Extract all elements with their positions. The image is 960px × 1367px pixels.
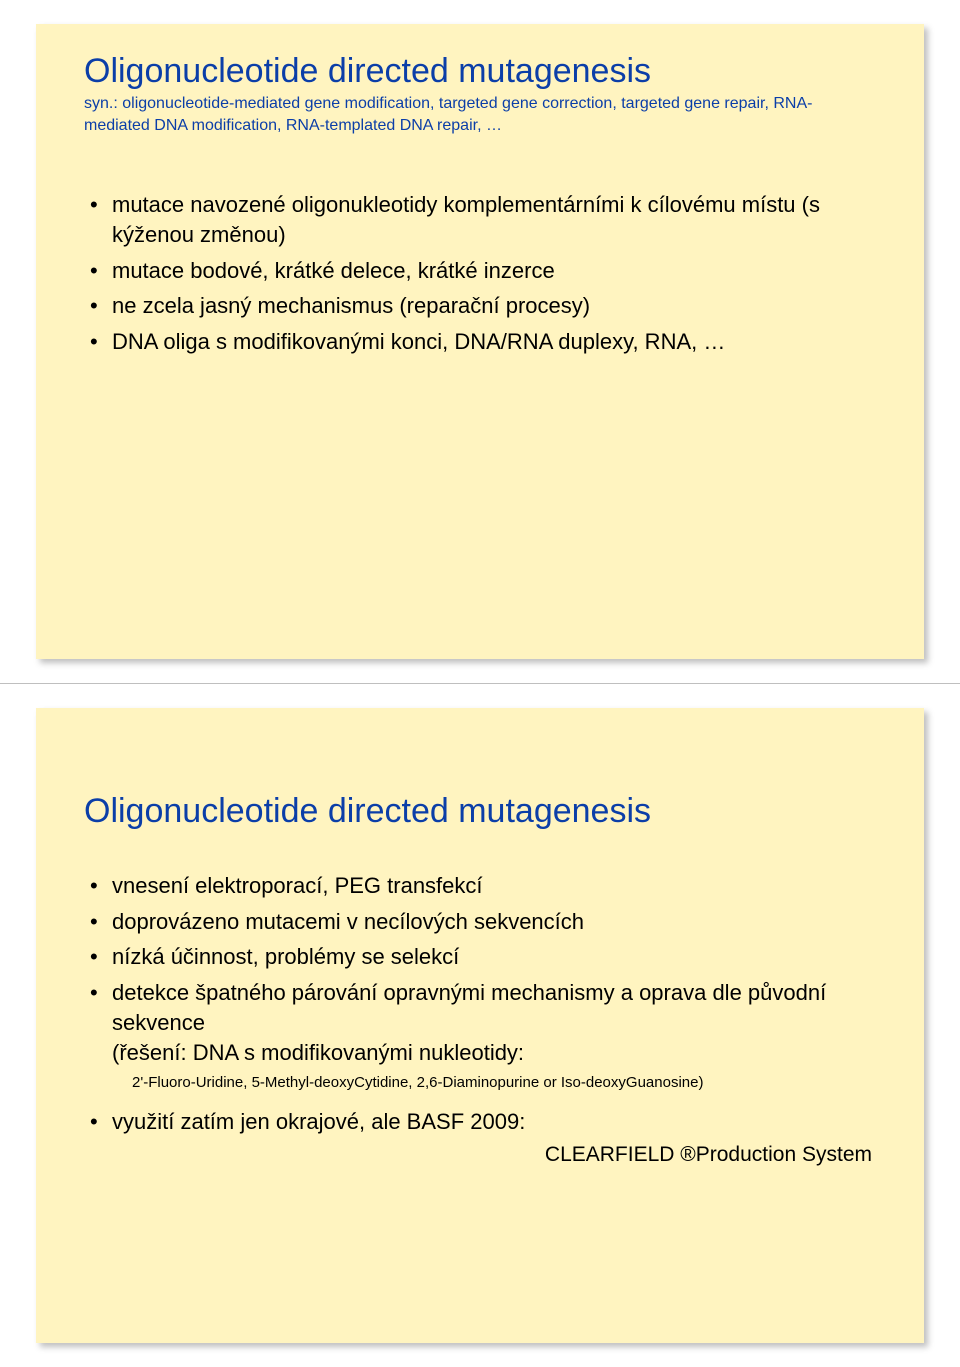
list-item: doprovázeno mutacemi v necílových sekven… bbox=[84, 907, 876, 937]
slide-2-subnote: 2'-Fluoro-Uridine, 5-Methyl-deoxyCytidin… bbox=[84, 1073, 876, 1093]
list-item: ne zcela jasný mechanismus (reparační pr… bbox=[84, 291, 876, 321]
slide-1: Oligonucleotide directed mutagenesis syn… bbox=[36, 24, 924, 659]
list-item: mutace bodové, krátké delece, krátké inz… bbox=[84, 256, 876, 286]
spacer bbox=[84, 156, 876, 190]
list-item: detekce špatného párování opravnými mech… bbox=[84, 978, 876, 1067]
list-item: mutace navozené oligonukleotidy kompleme… bbox=[84, 190, 876, 249]
slide-1-body: mutace navozené oligonukleotidy kompleme… bbox=[84, 190, 876, 362]
slide-2-title: Oligonucleotide directed mutagenesis bbox=[84, 792, 876, 831]
slide-2-body: vnesení elektroporací, PEG transfekcí do… bbox=[84, 871, 876, 1169]
slide-2-bullet-list: vnesení elektroporací, PEG transfekcí do… bbox=[84, 871, 876, 1067]
list-item: vnesení elektroporací, PEG transfekcí bbox=[84, 871, 876, 901]
page: Oligonucleotide directed mutagenesis syn… bbox=[0, 0, 960, 1367]
spacer bbox=[84, 736, 876, 792]
slide-2-rightline: CLEARFIELD ®Production System bbox=[84, 1141, 876, 1169]
slide-1-container: Oligonucleotide directed mutagenesis syn… bbox=[0, 0, 960, 683]
list-item: DNA oliga s modifikovanými konci, DNA/RN… bbox=[84, 327, 876, 357]
slide-1-bullet-list: mutace navozené oligonukleotidy kompleme… bbox=[84, 190, 876, 356]
slide-1-title: Oligonucleotide directed mutagenesis bbox=[84, 52, 876, 91]
slide-2-container: Oligonucleotide directed mutagenesis vne… bbox=[0, 684, 960, 1367]
slide-2: Oligonucleotide directed mutagenesis vne… bbox=[36, 708, 924, 1343]
list-item: nízká účinnost, problémy se selekcí bbox=[84, 942, 876, 972]
list-item: využití zatím jen okrajové, ale BASF 200… bbox=[84, 1107, 876, 1137]
slide-2-last-bullet-list: využití zatím jen okrajové, ale BASF 200… bbox=[84, 1107, 876, 1137]
slide-1-subtitle: syn.: oligonucleotide-mediated gene modi… bbox=[84, 93, 844, 136]
